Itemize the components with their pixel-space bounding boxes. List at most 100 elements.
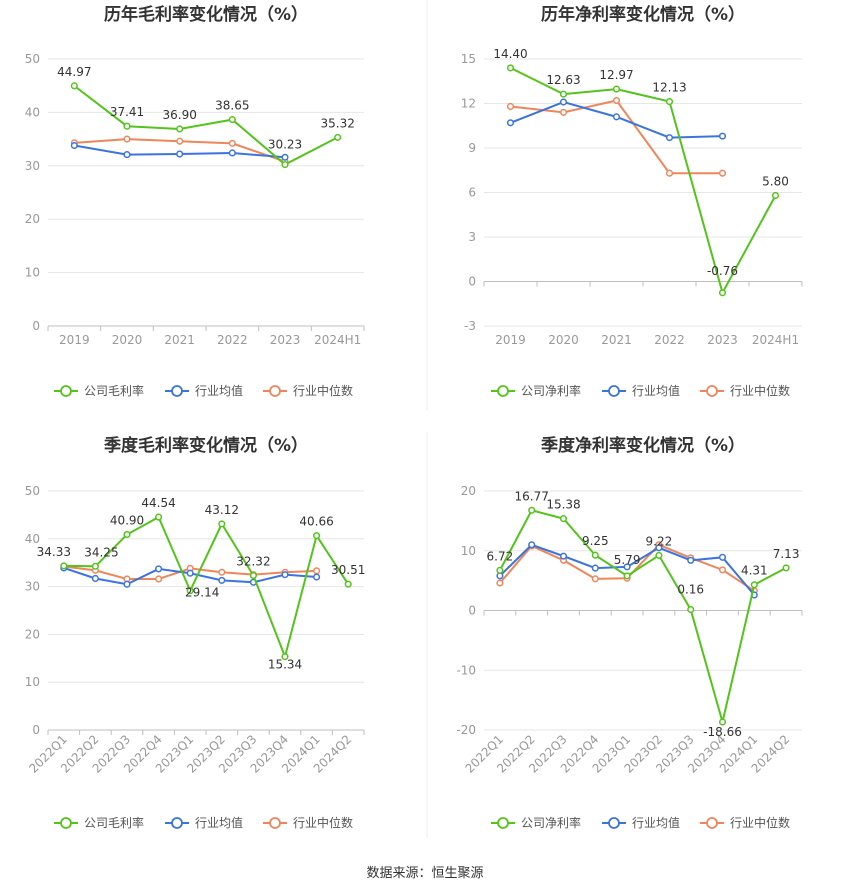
data-label: 35.32 [320, 116, 354, 130]
data-point-company [687, 605, 695, 614]
data-point-industry_avg [655, 544, 663, 552]
legend-item-industry_median: 行业中位数 [700, 815, 790, 830]
data-point-company [718, 289, 727, 297]
legend-marker [706, 385, 718, 397]
data-point-industry_avg [718, 132, 727, 140]
x-tick-label: 2022 [217, 333, 248, 347]
x-tick-label: 2024H1 [752, 333, 799, 347]
data-point-company [228, 116, 236, 124]
data-point-company [559, 90, 568, 98]
quarterly-gross-chart: 季度毛利率变化情况（%）010203040502022Q12022Q22022Q… [25, 435, 366, 830]
annual-gross-chart: 历年毛利率变化情况（%） 0 10 20 30 40 50 2019 2020 2021 2022 2… [25, 4, 365, 398]
legend-label: 公司毛利率 [84, 383, 144, 398]
data-label: 15.38 [546, 498, 580, 512]
legend-marker [60, 385, 72, 397]
data-point-industry_avg [70, 141, 78, 150]
data-source-note: 数据来源：恒生聚源 [366, 866, 484, 881]
data-point-company [496, 566, 504, 574]
data-point-industry_avg [123, 580, 131, 588]
data-point-industry_avg [281, 153, 289, 161]
data-point-company [176, 125, 184, 133]
data-label: 12.13 [652, 81, 686, 95]
data-point-company [591, 551, 599, 559]
legend-label: 公司净利率 [521, 383, 581, 398]
x-tick-label: 2023 [707, 333, 738, 347]
legend-marker [497, 817, 509, 829]
data-label: 14.40 [493, 47, 527, 61]
data-label: 43.12 [205, 503, 239, 517]
data-label: 16.77 [515, 489, 549, 503]
y-tick-label: 50 [25, 52, 40, 66]
data-label: 5.79 [614, 553, 641, 567]
series-line-company [510, 67, 777, 296]
legend-item-industry_avg: 行业均值 [602, 383, 680, 398]
y-tick-label: 6 [468, 186, 476, 200]
x-tick-label: 2019 [495, 333, 526, 347]
data-point-industry_avg [218, 576, 226, 584]
legend-label: 公司毛利率 [84, 815, 144, 830]
data-label: 38.65 [215, 99, 249, 113]
legend-item-industry_median: 行业中位数 [263, 383, 353, 398]
legend-item-company: 公司净利率 [491, 383, 581, 398]
x-tick-label: 2019 [59, 333, 90, 347]
data-point-industry_median [313, 567, 321, 575]
data-point-industry_avg [612, 113, 621, 121]
data-point-industry_median [665, 169, 674, 177]
data-point-company [344, 580, 352, 588]
quarterly-net-chart: 季度净利率变化情况（%）-20-10010202022Q12022Q22022Q… [456, 435, 803, 830]
data-label: 34.25 [84, 545, 118, 559]
data-label: 0.16 [677, 583, 704, 597]
data-point-industry_median [176, 137, 184, 145]
y-tick-label: -20 [456, 723, 476, 737]
legend-marker [706, 817, 718, 829]
data-point-industry_avg [718, 553, 727, 561]
data-label: 9.22 [646, 534, 673, 548]
data-point-company [281, 653, 289, 661]
legend-item-industry_median: 行业中位数 [263, 815, 353, 830]
data-label: 44.54 [141, 496, 175, 510]
chart-title: 季度毛利率变化情况（%） [104, 435, 308, 456]
y-tick-label: 20 [461, 484, 476, 498]
data-label: 7.13 [773, 547, 800, 561]
data-label: 6.72 [487, 549, 514, 563]
data-point-industry_median [496, 579, 504, 587]
data-point-industry_avg [559, 98, 568, 106]
data-label: 12.63 [546, 73, 580, 87]
y-tick-label: 12 [461, 97, 476, 111]
x-tick-label: 2021 [164, 333, 195, 347]
x-tick-label: 2020 [112, 333, 143, 347]
data-point-company [91, 562, 99, 570]
data-point-company [655, 551, 663, 559]
data-label: -18.66 [703, 725, 742, 739]
data-point-industry_avg [591, 564, 599, 572]
y-tick-label: 10 [25, 266, 40, 280]
legend-marker [608, 817, 620, 829]
data-label: 37.41 [110, 105, 144, 119]
data-label: -0.76 [707, 264, 738, 278]
y-tick-label: 0 [32, 319, 40, 333]
data-label: 40.90 [110, 513, 144, 527]
data-point-industry_avg [687, 556, 695, 564]
chart-title: 历年净利率变化情况（%） [541, 4, 745, 25]
data-point-industry_median [591, 575, 599, 583]
y-tick-label: 3 [468, 230, 476, 244]
data-point-industry_median [718, 169, 727, 177]
data-point-company [123, 122, 131, 130]
data-label: 32.32 [236, 555, 270, 569]
data-point-industry_avg [623, 563, 631, 571]
legend-label: 行业均值 [632, 815, 680, 830]
data-point-industry_median [123, 135, 131, 143]
data-point-company [249, 571, 257, 580]
data-point-industry_avg [281, 571, 289, 579]
y-tick-label: 30 [25, 580, 40, 594]
legend-label: 行业中位数 [730, 383, 790, 398]
legend-marker [608, 385, 620, 397]
data-point-company [528, 506, 536, 514]
legend-item-industry_avg: 行业均值 [602, 815, 680, 830]
data-point-industry_median [218, 568, 226, 576]
legend-marker [269, 385, 281, 397]
x-tick-label: 2020 [548, 333, 579, 347]
data-point-industry_median [612, 96, 621, 105]
legend-label: 行业均值 [632, 383, 680, 398]
